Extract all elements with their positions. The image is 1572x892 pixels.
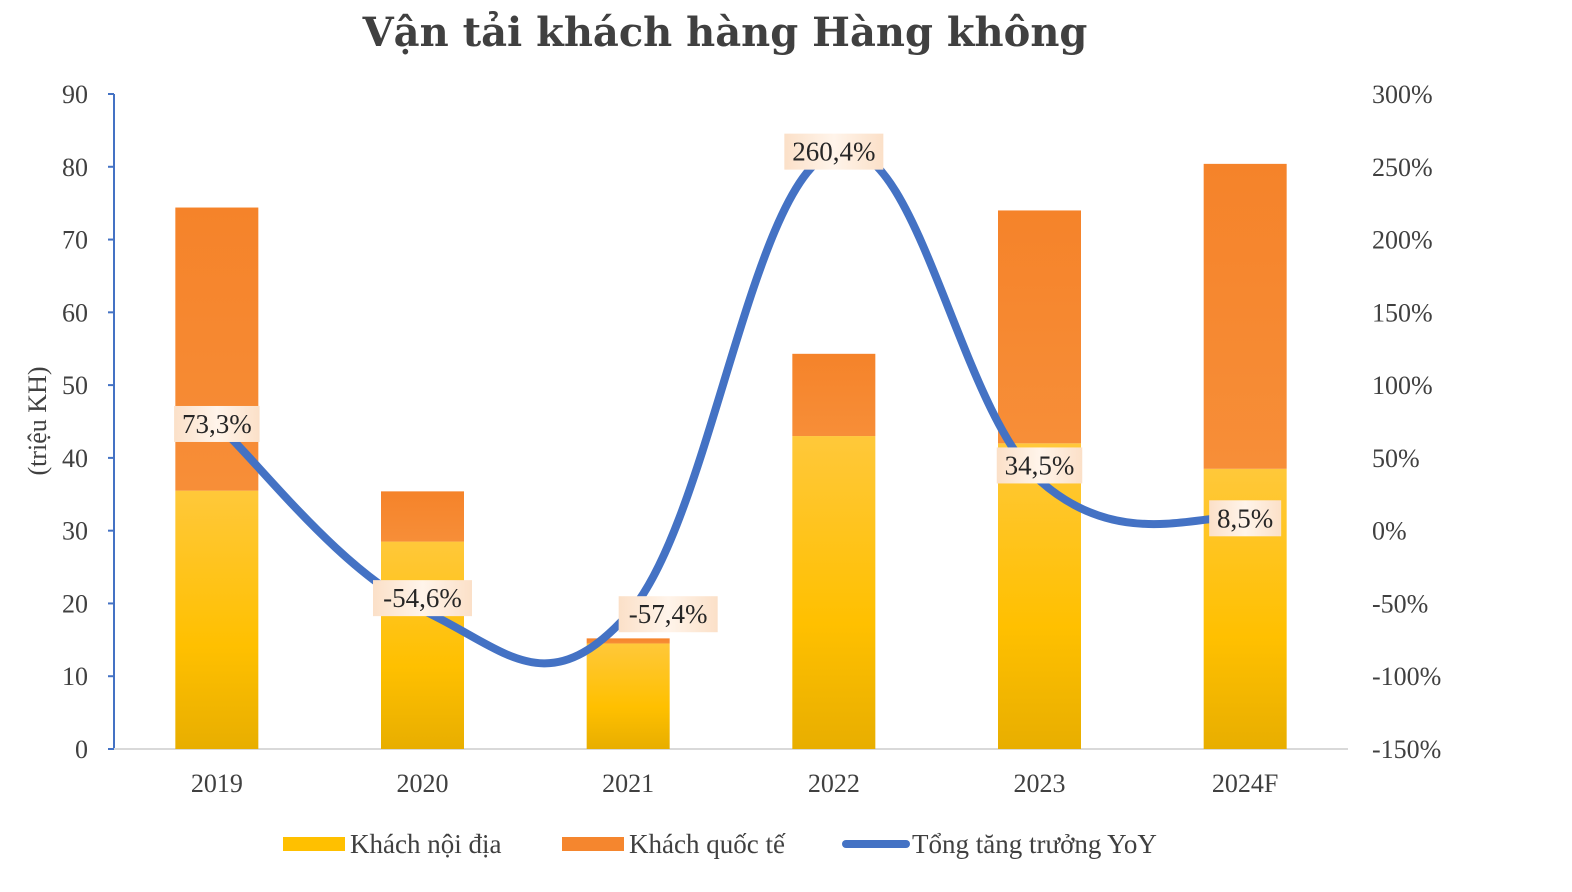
y2-tick-label: -50% [1372, 589, 1428, 618]
legend-swatch-domestic [283, 837, 345, 851]
bar-domestic [175, 490, 259, 749]
bar-international [381, 491, 464, 542]
data-label: 8,5% [1217, 503, 1273, 533]
x-tick-label: 2019 [191, 769, 243, 798]
y-tick-label: 90 [62, 80, 88, 109]
data-label-box [373, 580, 472, 617]
data-labels: 73,3% -54,6% -57,4% 260,4% 34,5% 8,5% [174, 133, 1282, 633]
data-label: 260,4% [792, 137, 875, 167]
data-label-box [996, 447, 1083, 484]
y2-tick-label: 50% [1372, 444, 1420, 473]
legend-label-domestic: Khách nội địa [350, 829, 501, 859]
bar-international [998, 210, 1081, 444]
y-tick-label: 20 [62, 589, 88, 618]
y-tick-label: 0 [75, 735, 88, 764]
data-label-box [618, 596, 718, 633]
chart-title: Vận tải khách hàng Hàng không [362, 9, 1088, 56]
y2-tick-label: 0% [1372, 517, 1407, 546]
y-axis-title: (triệu KH) [23, 366, 52, 475]
data-label-box [174, 405, 260, 442]
y2-tick-label: -100% [1372, 662, 1441, 691]
data-label-box [1209, 500, 1282, 537]
legend: Khách nội địa Khách quốc tế Tổng tăng trưở… [283, 829, 1157, 859]
data-label: 73,3% [182, 409, 252, 439]
y-tick-label: 30 [62, 517, 88, 546]
bar-domestic [381, 541, 464, 749]
y-tick-label: 60 [62, 298, 88, 327]
y2-tick-label: 150% [1372, 298, 1433, 327]
y-tick-label: 80 [62, 153, 88, 182]
legend-label-international: Khách quốc tế [629, 829, 786, 859]
y2-tick-label: 250% [1372, 153, 1433, 182]
bar-domestic [792, 436, 876, 749]
data-label: -54,6% [383, 583, 462, 613]
bar-international [1203, 163, 1287, 469]
y2-tick-label: 100% [1372, 371, 1433, 400]
data-label: -57,4% [629, 599, 708, 629]
bars [175, 163, 1287, 749]
data-label-box [784, 133, 884, 170]
growth-line-path [212, 145, 1250, 668]
growth-line [212, 145, 1250, 668]
y2-tick-label: -150% [1372, 735, 1441, 764]
bar-domestic [998, 443, 1081, 749]
y-tick-label: 10 [62, 662, 88, 691]
y2-tick-label: 300% [1372, 80, 1433, 109]
y-tick-label: 50 [62, 371, 88, 400]
bar-international [175, 207, 259, 491]
x-tick-label: 2021 [602, 769, 654, 798]
axes: 0 10 20 30 40 50 60 70 80 90 -150% -100% -50% 0% 50% 10… [23, 80, 1441, 798]
y-tick-label: 40 [62, 444, 88, 473]
legend-label-growth: Tổng tăng trưởng YoY [912, 829, 1157, 859]
bar-international [792, 353, 876, 437]
y-tick-label: 70 [62, 226, 88, 255]
legend-swatch-international [562, 837, 624, 851]
x-tick-label: 2020 [397, 769, 449, 798]
bar-international [586, 638, 670, 644]
bar-domestic [586, 643, 670, 749]
x-tick-label: 2024F [1212, 769, 1278, 798]
x-tick-label: 2023 [1014, 769, 1066, 798]
y2-tick-label: 200% [1372, 226, 1433, 255]
x-tick-label: 2022 [808, 769, 860, 798]
data-label: 34,5% [1005, 450, 1075, 480]
